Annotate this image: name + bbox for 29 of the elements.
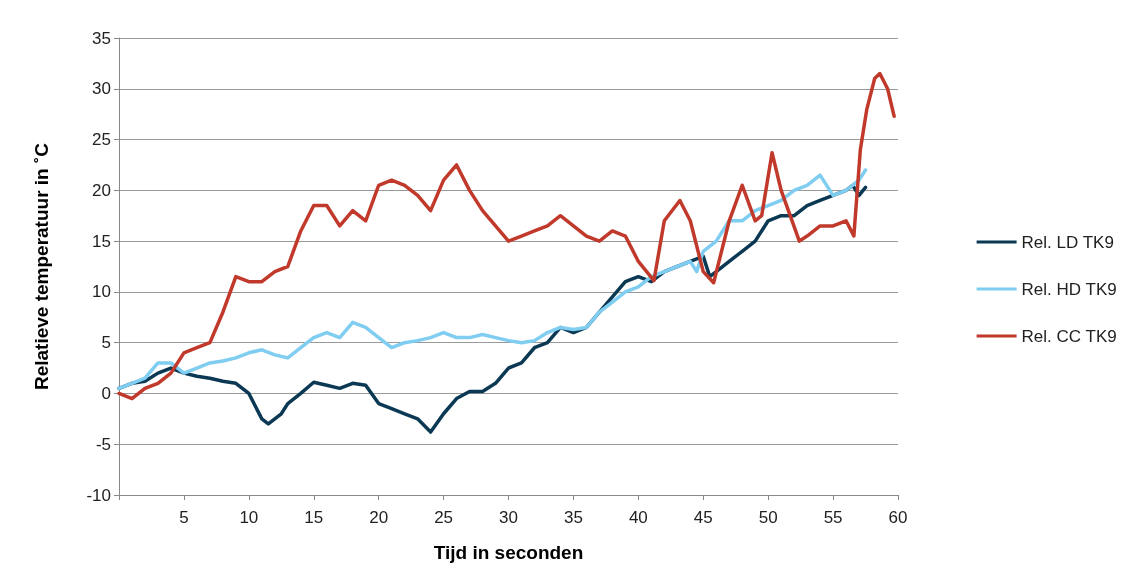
y-tick-label: -10 xyxy=(86,485,111,505)
x-axis-title: Tijd in seconden xyxy=(433,542,584,563)
x-tick-label: 30 xyxy=(499,508,518,527)
line-series xyxy=(117,71,896,401)
x-tick-label: 20 xyxy=(369,508,389,527)
x-tick-label: 60 xyxy=(888,508,908,527)
y-tick-label: 10 xyxy=(92,282,111,302)
y-tick-label: 25 xyxy=(92,130,111,150)
y-tick-label: 15 xyxy=(92,231,111,251)
y-axis-title: Relatieve temperatuur in ˚C xyxy=(31,142,52,391)
x-tick-label: 50 xyxy=(758,508,778,527)
y-tick-label: 5 xyxy=(101,333,111,353)
x-tick-label: 40 xyxy=(628,508,648,527)
y-tick-label: -5 xyxy=(95,434,111,454)
line-series xyxy=(117,168,868,391)
x-tick-label: 25 xyxy=(434,508,454,527)
legend-label: Rel. LD TK9 xyxy=(1021,232,1114,252)
x-tick-label: 5 xyxy=(179,508,189,527)
x-tick-label: 45 xyxy=(693,508,713,527)
x-tick-label: 35 xyxy=(563,508,583,527)
x-tick-label: 55 xyxy=(823,508,843,527)
y-tick-label: 0 xyxy=(101,383,111,403)
legend-label: Rel. CC TK9 xyxy=(1021,326,1117,346)
x-tick-label: 10 xyxy=(239,508,259,527)
y-tick-label: 35 xyxy=(92,28,111,48)
y-tick-label: 30 xyxy=(92,79,111,99)
x-tick-label: 15 xyxy=(304,508,324,527)
legend-label: Rel. HD TK9 xyxy=(1021,279,1117,299)
y-tick-label: 20 xyxy=(92,180,111,200)
